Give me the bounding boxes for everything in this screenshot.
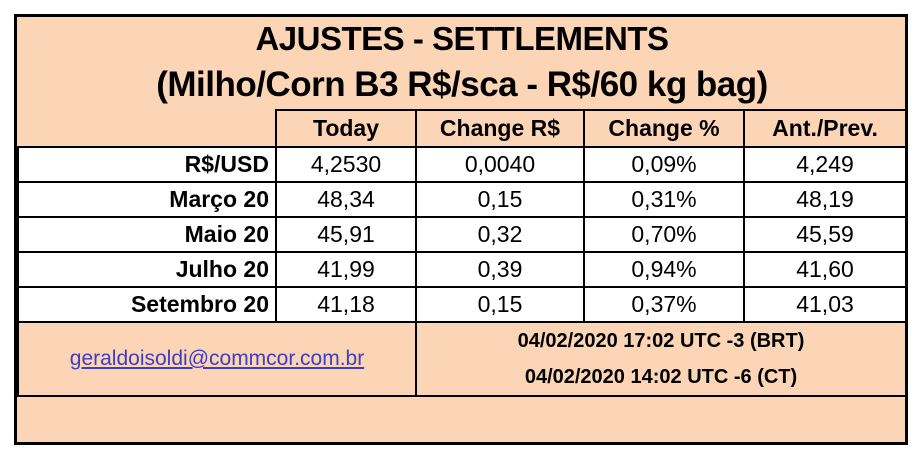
cell-pct: 0,31% (583, 181, 745, 218)
cell-pct: 0,94% (583, 251, 745, 288)
email-cell: geraldoisoldi@commcor.com.br (17, 321, 417, 397)
timestamp-ct: 04/02/2020 14:02 UTC -6 (CT) (524, 366, 798, 388)
cell-today: 48,34 (275, 181, 417, 218)
cell-today: 41,99 (275, 251, 417, 288)
row-label: Maio 20 (17, 216, 277, 253)
cell-change: 0,15 (415, 286, 585, 323)
table-header: Today Change R$ Change % Ant./Prev. (18, 109, 907, 148)
cell-prev: 41,60 (743, 251, 907, 288)
cell-pct: 0,70% (583, 216, 745, 253)
table-row: Julho 20 41,99 0,39 0,94% 41,60 (17, 251, 907, 288)
timestamp-cell: 04/02/2020 17:02 UTC -3 (BRT) 04/02/2020… (415, 321, 907, 397)
table-row: Março 20 48,34 0,15 0,31% 48,19 (17, 181, 907, 218)
cell-change: 0,0040 (415, 146, 585, 183)
cell-change: 0,39 (415, 251, 585, 288)
row-label: Setembro 20 (17, 286, 277, 323)
header-change-pct: Change % (583, 109, 745, 148)
row-label: R$/USD (17, 146, 277, 183)
email-link[interactable]: geraldoisoldi@commcor.com.br (69, 347, 365, 370)
cell-change: 0,15 (415, 181, 585, 218)
header-today: Today (275, 109, 417, 148)
settlements-table: AJUSTES - SETTLEMENTS (Milho/Corn B3 R$/… (17, 17, 907, 397)
timestamp-brt: 04/02/2020 17:02 UTC -3 (BRT) (517, 330, 805, 352)
cell-prev: 45,59 (743, 216, 907, 253)
table-row: R$/USD 4,2530 0,0040 0,09% 4,249 (17, 146, 907, 183)
cell-prev: 4,249 (743, 146, 907, 183)
settlements-table-frame: AJUSTES - SETTLEMENTS (Milho/Corn B3 R$/… (14, 14, 908, 445)
cell-today: 4,2530 (275, 146, 417, 183)
table-row: Maio 20 45,91 0,32 0,70% 45,59 (17, 216, 907, 253)
cell-pct: 0,37% (583, 286, 745, 323)
row-label: Julho 20 (17, 251, 277, 288)
cell-prev: 41,03 (743, 286, 907, 323)
cell-today: 45,91 (275, 216, 417, 253)
cell-today: 41,18 (275, 286, 417, 323)
header-blank (18, 110, 276, 147)
cell-change: 0,32 (415, 216, 585, 253)
row-label: Março 20 (17, 181, 277, 218)
page-title: AJUSTES - SETTLEMENTS (255, 20, 669, 57)
cell-prev: 48,19 (743, 181, 907, 218)
cell-pct: 0,09% (583, 146, 745, 183)
page-subtitle: (Milho/Corn B3 R$/sca - R$/60 kg bag) (156, 65, 768, 104)
table-row: Setembro 20 41,18 0,15 0,37% 41,03 (17, 286, 907, 323)
header-change-brl: Change R$ (415, 109, 585, 148)
header-previous: Ant./Prev. (743, 109, 907, 148)
table-footer: geraldoisoldi@commcor.com.br 04/02/2020 … (17, 321, 907, 397)
